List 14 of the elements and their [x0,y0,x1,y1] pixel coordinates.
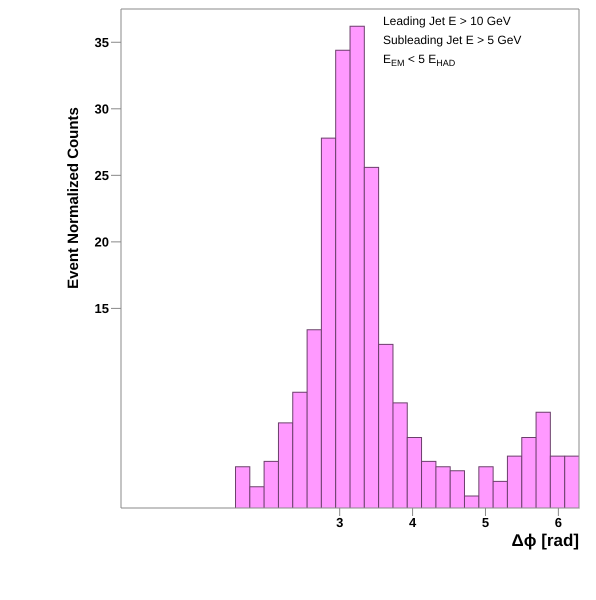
x-tick-label: 3 [336,515,344,530]
annotation: Leading Jet E > 10 GeV [383,14,511,28]
y-axis-title: Event Normalized Counts [65,107,82,289]
y-tick-label: 30 [94,101,109,116]
y-tick-label: 35 [94,34,109,50]
x-tick-label: 6 [554,515,562,530]
x-tick-label: 4 [408,515,417,530]
y-tick-label: 15 [94,301,109,316]
y-tick-label: 20 [94,234,109,250]
y-tick-label: 25 [94,168,109,183]
x-axis-title: Δϕ [rad] [512,531,579,550]
annotation: E$_{EM}$ < 5 E$_{HAD}$ [383,52,456,68]
x-tick-label: 5 [482,515,490,530]
annotation: Subleading Jet E > 5 GeV [383,33,522,47]
